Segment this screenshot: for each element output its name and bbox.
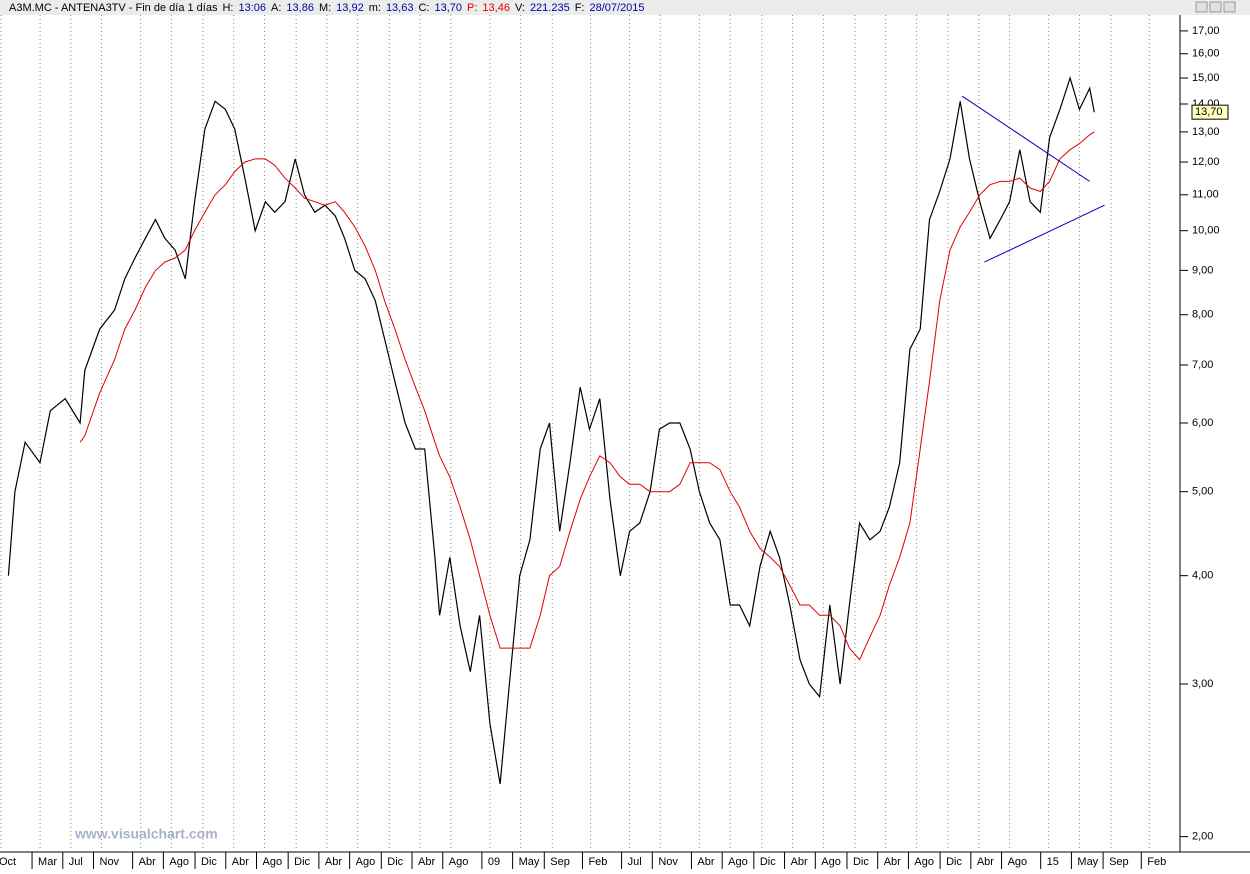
header-field-label: H: bbox=[222, 2, 233, 14]
header-title: A3M.MC - ANTENA3TV - Fin de día 1 días bbox=[9, 2, 218, 14]
y-tick-label: 6,00 bbox=[1192, 417, 1213, 429]
x-tick-label: May bbox=[1077, 856, 1098, 868]
header-field-value: 13,46 bbox=[482, 2, 510, 14]
y-tick-label: 16,00 bbox=[1192, 48, 1220, 60]
y-tick-label: 15,00 bbox=[1192, 72, 1220, 84]
x-tick-label: Nov bbox=[658, 856, 678, 868]
y-tick-label: 9,00 bbox=[1192, 264, 1213, 276]
x-tick-label: Oct bbox=[0, 856, 16, 868]
header-field-label: F: bbox=[575, 2, 585, 14]
header-field-label: V: bbox=[515, 2, 525, 14]
minimize-button[interactable] bbox=[1195, 1, 1208, 13]
x-tick-label: Abr bbox=[139, 856, 156, 868]
x-tick-label: Jul bbox=[628, 856, 642, 868]
x-tick-label: Ago bbox=[449, 856, 469, 868]
x-tick-label: Ago bbox=[356, 856, 376, 868]
y-tick-label: 2,00 bbox=[1192, 831, 1213, 843]
y-tick-label: 17,00 bbox=[1192, 25, 1220, 37]
watermark: www.visualchart.com bbox=[74, 826, 218, 842]
trendline bbox=[961, 95, 1090, 182]
x-tick-label: Nov bbox=[100, 856, 120, 868]
y-tick-label: 12,00 bbox=[1192, 156, 1220, 168]
y-tick-label: 11,00 bbox=[1192, 189, 1219, 201]
x-tick-label: Ago bbox=[914, 856, 934, 868]
header-bar bbox=[0, 0, 1250, 15]
x-tick-label: Ago bbox=[1008, 856, 1028, 868]
header-field-label: A: bbox=[271, 2, 281, 14]
price-line bbox=[7, 75, 1095, 785]
header-field-value: 221.235 bbox=[530, 2, 570, 14]
x-tick-label: Dic bbox=[946, 856, 962, 868]
last-value-label: 13,70 bbox=[1195, 106, 1223, 118]
x-tick-label: Ago bbox=[821, 856, 841, 868]
x-tick-label: Ago bbox=[728, 856, 748, 868]
x-tick-label: Abr bbox=[325, 856, 342, 868]
x-tick-label: Abr bbox=[791, 856, 808, 868]
x-tick-label: Abr bbox=[884, 856, 901, 868]
header-field-label: M: bbox=[319, 2, 331, 14]
x-tick-label: Dic bbox=[387, 856, 403, 868]
x-tick-label: Dic bbox=[853, 856, 869, 868]
x-tick-label: Dic bbox=[294, 856, 310, 868]
y-tick-label: 8,00 bbox=[1192, 309, 1213, 321]
x-tick-label: Feb bbox=[588, 856, 607, 868]
header-field-value: 13,92 bbox=[336, 2, 364, 14]
x-tick-label: Sep bbox=[550, 856, 570, 868]
y-tick-label: 7,00 bbox=[1192, 359, 1213, 371]
header-field-label: m: bbox=[369, 2, 381, 14]
header-field-value: 13,70 bbox=[434, 2, 462, 14]
header-text: A3M.MC - ANTENA3TV - Fin de día 1 días H:… bbox=[9, 2, 645, 14]
x-tick-label: May bbox=[519, 856, 540, 868]
x-tick-label: Dic bbox=[201, 856, 217, 868]
header-field-label: C: bbox=[418, 2, 429, 14]
x-tick-label: Abr bbox=[418, 856, 435, 868]
close-button[interactable] bbox=[1223, 1, 1236, 13]
x-tick-label: Jul bbox=[69, 856, 83, 868]
x-tick-label: Feb bbox=[1147, 856, 1166, 868]
y-tick-label: 5,00 bbox=[1192, 486, 1213, 498]
header-field-value: 13,86 bbox=[286, 2, 314, 14]
maximize-button[interactable] bbox=[1209, 1, 1222, 13]
trendline bbox=[984, 204, 1105, 263]
y-tick-label: 4,00 bbox=[1192, 570, 1213, 582]
x-tick-label: Mar bbox=[38, 856, 57, 868]
x-tick-label: 15 bbox=[1047, 856, 1059, 868]
x-tick-label: Ago bbox=[169, 856, 189, 868]
price-line bbox=[79, 131, 1095, 661]
x-tick-label: Dic bbox=[760, 856, 776, 868]
header-field-value: 13:06 bbox=[238, 2, 266, 14]
x-tick-label: Sep bbox=[1109, 856, 1129, 868]
x-tick-label: Abr bbox=[977, 856, 994, 868]
header-field-value: 28/07/2015 bbox=[589, 2, 644, 14]
last-value-box bbox=[1191, 104, 1229, 120]
x-tick-label: Abr bbox=[697, 856, 714, 868]
y-tick-label: 13,00 bbox=[1192, 126, 1220, 138]
x-tick-label: Ago bbox=[262, 856, 282, 868]
header-field-label: P: bbox=[467, 2, 477, 14]
x-tick-label: Abr bbox=[232, 856, 249, 868]
x-tick-label: 09 bbox=[488, 856, 500, 868]
y-tick-label: 10,00 bbox=[1192, 225, 1220, 237]
header-field-value: 13,63 bbox=[386, 2, 414, 14]
y-tick-label: 3,00 bbox=[1192, 678, 1213, 690]
